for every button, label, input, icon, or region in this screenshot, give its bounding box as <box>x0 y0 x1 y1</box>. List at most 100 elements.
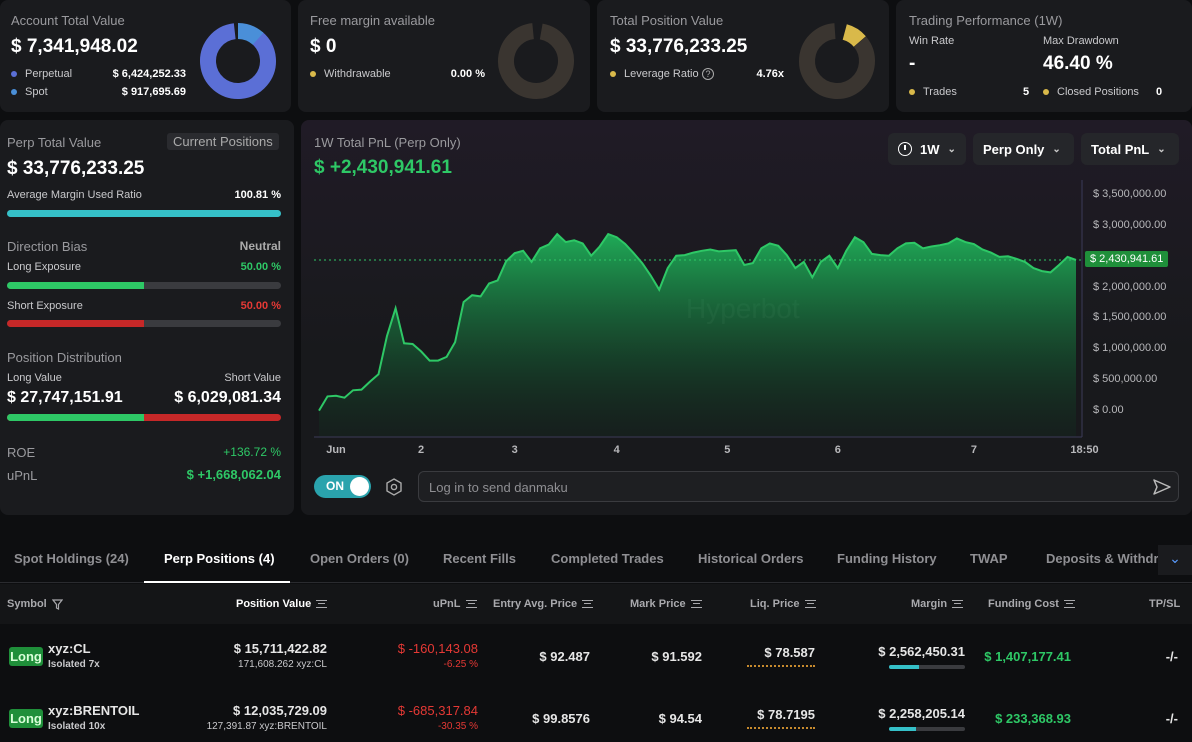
x-tick-label: 5 <box>724 444 731 456</box>
sort-icon <box>316 600 328 608</box>
margin-ratio-bar <box>7 210 281 217</box>
perp-total-value: $ 33,776,233.25 <box>7 158 145 179</box>
sort-icon <box>1063 600 1075 608</box>
liq-price: $ 78.7195 <box>757 707 815 722</box>
settings-icon[interactable] <box>385 478 403 496</box>
y-tick-label: $ 0.00 <box>1093 404 1124 416</box>
tab-item[interactable]: Completed Trades <box>551 551 664 566</box>
symbol-name[interactable]: xyz:BRENTOIL <box>48 703 140 718</box>
sort-icon <box>582 600 594 608</box>
col-liq-price[interactable]: Liq. Price <box>750 598 816 610</box>
position-donut-chart <box>799 23 875 99</box>
pnl-chart-value: $ +2,430,941.61 <box>314 157 452 178</box>
tab-item[interactable]: Historical Orders <box>698 551 804 566</box>
long-value-label: Long Value <box>7 372 62 384</box>
leverage-legend-dot <box>610 71 616 77</box>
perpetual-value: $ 6,424,252.33 <box>112 68 186 80</box>
short-value-amount: $ 6,029,081.34 <box>174 389 281 406</box>
col-upnl[interactable]: uPnL <box>433 598 477 610</box>
entry-price: $ 99.8576 <box>532 711 590 726</box>
danmaku-toggle[interactable]: ON <box>314 475 371 498</box>
filter-icon[interactable] <box>51 598 63 610</box>
liq-price: $ 78.587 <box>764 645 815 660</box>
table-header-row <box>0 584 1192 624</box>
col-funding-cost-label: Funding Cost <box>988 598 1059 610</box>
tabs-expand-button[interactable]: ⌄ <box>1158 545 1192 575</box>
col-entry-price[interactable]: Entry Avg. Price <box>493 598 594 610</box>
upnl-value: $ -685,317.84 <box>397 703 478 718</box>
margin-ratio-value: 100.81 % <box>234 189 281 201</box>
leverage-label: Leverage Ratio <box>624 68 699 80</box>
position-size: 127,391.87 xyz:BRENTOIL <box>206 721 327 732</box>
spot-value: $ 917,695.69 <box>121 86 186 98</box>
col-mark-price[interactable]: Mark Price <box>630 598 702 610</box>
liq-distance-bar <box>747 727 815 729</box>
y-tick-label: $ 1,500,000.00 <box>1093 311 1167 324</box>
pnl-chart-panel <box>301 120 1192 515</box>
help-icon[interactable]: ? <box>702 68 714 80</box>
perpetual-legend-dot <box>11 71 17 77</box>
y-tick-label: $ 1,000,000.00 <box>1093 342 1167 355</box>
long-value-amount: $ 27,747,151.91 <box>7 389 123 406</box>
chevron-down-icon: ⌄ <box>1052 143 1061 155</box>
perpetual-label: Perpetual <box>25 68 73 80</box>
tpsl-value[interactable]: -/- <box>1165 711 1178 726</box>
symbol-name[interactable]: xyz:CL <box>48 641 91 656</box>
chevron-down-icon: ⌄ <box>947 143 956 155</box>
col-margin-label: Margin <box>911 598 948 610</box>
col-position-value-label: Position Value <box>236 598 312 610</box>
total-position-value: $ 33,776,233.25 <box>610 36 748 57</box>
col-position-value[interactable]: Position Value <box>236 598 328 610</box>
funding-cost: $ 1,407,177.41 <box>984 649 1071 664</box>
scope-dropdown[interactable]: Perp Only ⌄ <box>973 133 1074 165</box>
short-value-label: Short Value <box>224 372 281 384</box>
current-value-label: $ 2,430,941.61 <box>1085 250 1169 267</box>
send-icon[interactable] <box>1152 478 1172 496</box>
tab-item[interactable]: Recent Fills <box>443 551 516 566</box>
col-liq-price-label: Liq. Price <box>750 598 800 610</box>
col-symbol[interactable]: Symbol <box>7 598 63 610</box>
closed-positions-value: 0 <box>1156 86 1163 98</box>
perp-total-title: Perp Total Value <box>7 135 102 150</box>
tab-item[interactable]: Funding History <box>837 551 937 566</box>
upnl-value: $ -160,143.08 <box>397 641 478 656</box>
upnl-percent: -6.25 % <box>443 659 478 670</box>
metric-dropdown[interactable]: Total PnL ⌄ <box>1081 133 1179 165</box>
col-funding-cost[interactable]: Funding Cost <box>988 598 1075 610</box>
short-exposure-label: Short Exposure <box>7 300 83 312</box>
leverage-value: 4.76x <box>756 68 784 80</box>
position-value: $ 15,711,422.82 <box>233 641 327 656</box>
x-tick-label: 3 <box>511 444 518 456</box>
performance-title: Trading Performance (1W) <box>909 13 1063 28</box>
trades-label: Trades <box>923 86 957 98</box>
win-rate-value: - <box>909 53 916 74</box>
position-value: $ 12,035,729.09 <box>233 703 327 718</box>
y-tick-label: $ 3,500,000.00 <box>1093 188 1167 200</box>
col-margin[interactable]: Margin <box>911 598 964 610</box>
entry-price: $ 92.487 <box>539 649 590 664</box>
free-margin-card: Free margin available $ 0 Withdrawable 0… <box>298 0 590 112</box>
period-dropdown[interactable]: 1W ⌄ <box>888 133 966 165</box>
tab-item[interactable]: Deposits & Withdra <box>1046 551 1166 566</box>
trades-legend-dot <box>909 89 915 95</box>
funding-cost: $ 233,368.93 <box>995 711 1071 726</box>
y-tick-label: $ 500,000.00 <box>1093 373 1158 386</box>
tabs-bar <box>0 532 1192 583</box>
tab-item[interactable]: Perp Positions (4) <box>164 551 275 566</box>
tab-item[interactable]: Spot Holdings (24) <box>14 551 129 566</box>
tab-item[interactable]: TWAP <box>970 551 1008 566</box>
side-tag: Long <box>9 709 43 728</box>
direction-bias-value: Neutral <box>239 239 281 253</box>
current-positions-badge[interactable]: Current Positions <box>167 133 279 150</box>
tab-item[interactable]: Open Orders (0) <box>310 551 409 566</box>
margin-mode: Isolated 7x <box>48 659 100 670</box>
toggle-label: ON <box>326 479 344 493</box>
x-tick-label: 7 <box>970 444 977 456</box>
scope-dropdown-label: Perp Only <box>983 141 1045 157</box>
short-exposure-bar <box>7 320 281 327</box>
upnl-percent: -30.35 % <box>437 721 478 732</box>
danmaku-input[interactable]: Log in to send danmaku <box>418 471 1179 502</box>
max-drawdown-label: Max Drawdown <box>1043 35 1119 47</box>
sort-icon <box>690 600 702 608</box>
tpsl-value[interactable]: -/- <box>1165 649 1178 664</box>
